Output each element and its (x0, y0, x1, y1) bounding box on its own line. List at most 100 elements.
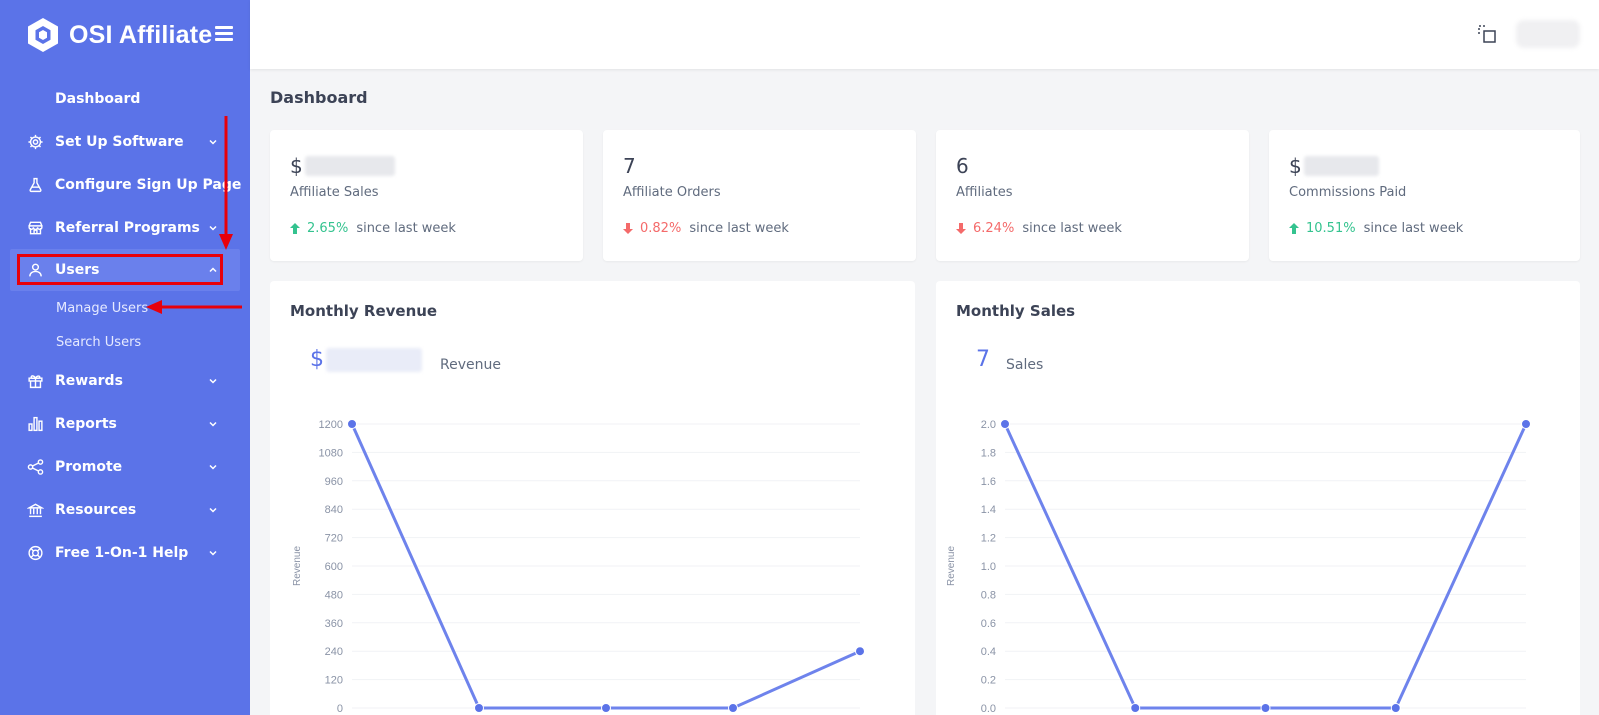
redacted-value (1303, 156, 1379, 176)
sidebar-item-label: Reports (55, 415, 117, 432)
sidebar-subitem-search-users[interactable]: Search Users (0, 325, 250, 359)
chevron-down-icon (209, 464, 217, 470)
data-point[interactable] (347, 419, 357, 429)
sidebar-item-dashboard[interactable]: Dashboard (0, 78, 250, 120)
y-tick-label: 1080 (319, 447, 343, 459)
y-tick-label: 0 (337, 703, 343, 715)
lifebuoy-icon (28, 545, 43, 560)
stat-value: $ (290, 154, 395, 178)
data-point[interactable] (1260, 703, 1271, 713)
data-point[interactable] (1521, 419, 1531, 429)
y-tick-label: 2.0 (981, 419, 996, 431)
trend-suffix: since last week (1363, 221, 1464, 236)
chevron-down-icon (209, 507, 217, 513)
data-point[interactable] (1130, 703, 1141, 713)
sidebar-item-label: Dashboard (55, 91, 141, 107)
trend-percent: 6.24% (973, 221, 1015, 236)
stat-trend: 2.65% since last week (290, 221, 456, 236)
data-point[interactable] (1000, 419, 1010, 429)
bank-icon (27, 503, 44, 517)
y-tick-label: 1.4 (981, 504, 996, 516)
chevron-down-icon (209, 550, 217, 556)
store-icon (28, 221, 43, 234)
sidebar-nav: Dashboard Set Up Software Configure Sign… (0, 78, 250, 574)
flask-icon (29, 177, 42, 192)
sidebar-subitem-label: Manage Users (56, 300, 149, 316)
data-point[interactable] (1390, 703, 1401, 713)
user-icon (29, 263, 42, 277)
y-tick-label: 1.6 (981, 476, 996, 488)
data-point[interactable] (855, 646, 865, 657)
chevron-down-icon (209, 421, 217, 427)
sidebar-item-resources[interactable]: Resources (0, 488, 250, 531)
chart-card-monthly-sales: Monthly Sales 7 Sales 2.0 1.8 1.6 1.4 1.2 1.0… (936, 281, 1580, 715)
stat-card-affiliate-orders: 7 Affiliate Orders 0.82% since last week (603, 130, 916, 261)
arrow-up-icon (290, 223, 300, 234)
trend-percent: 10.51% (1306, 221, 1356, 236)
y-tick-label: 480 (325, 589, 343, 601)
fullscreen-icon[interactable] (1477, 24, 1497, 44)
chart-summary-value: 7 (976, 347, 990, 372)
chart-card-monthly-revenue: Monthly Revenue $ Revenue 1200 1080 960 840… (270, 281, 915, 715)
sidebar-item-label: Set Up Software (55, 133, 184, 150)
annotation-arrow-down-icon (219, 116, 233, 250)
sidebar-item-configure-signup[interactable]: Configure Sign Up Page (0, 163, 250, 206)
annotation-arrow-left-icon (146, 300, 242, 314)
chevron-down-icon (209, 378, 217, 384)
y-tick-label: 960 (325, 476, 343, 488)
data-point[interactable] (474, 703, 484, 713)
y-axis-label: Revenue (292, 546, 303, 586)
y-tick-label: 360 (325, 618, 343, 630)
chevron-up-icon (209, 267, 217, 273)
sidebar-subitem-manage-users[interactable]: Manage Users (0, 291, 250, 325)
stat-label: Commissions Paid (1289, 185, 1407, 200)
gear-icon (28, 134, 43, 149)
arrow-down-icon (623, 223, 633, 234)
trend-suffix: since last week (689, 221, 789, 236)
sidebar-item-reports[interactable]: Reports (0, 402, 250, 445)
sidebar-item-referral-programs[interactable]: Referral Programs (0, 206, 250, 249)
sidebar-item-setup-software[interactable]: Set Up Software (0, 120, 250, 163)
sidebar-item-free-help[interactable]: Free 1-On-1 Help (0, 531, 250, 574)
sidebar-item-label: Configure Sign Up Page (55, 176, 242, 193)
sidebar-item-label: Rewards (55, 372, 123, 389)
y-tick-label: 0.6 (981, 618, 996, 630)
stat-card-affiliates: 6 Affiliates 6.24% since last week (936, 130, 1249, 261)
stat-card-commissions-paid: $ Commissions Paid 10.51% since last wee… (1269, 130, 1580, 261)
y-tick-label: 840 (325, 504, 343, 516)
y-tick-label: 600 (325, 561, 343, 573)
stat-label: Affiliates (956, 185, 1013, 200)
brand[interactable]: OSI Affiliate (24, 14, 212, 56)
sidebar-subitem-label: Search Users (56, 334, 142, 350)
chart-title: Monthly Sales (956, 302, 1076, 320)
user-avatar[interactable] (1516, 20, 1580, 48)
y-tick-label: 1.8 (981, 447, 996, 459)
y-tick-label: 120 (325, 675, 343, 687)
sidebar-item-rewards[interactable]: Rewards (0, 359, 250, 402)
y-tick-label: 1200 (319, 419, 343, 431)
sidebar-item-label: Users (55, 262, 100, 278)
data-point[interactable] (728, 703, 738, 713)
menu-toggle-icon[interactable] (215, 26, 233, 41)
stat-card-affiliate-sales: $ Affiliate Sales 2.65% since last week (270, 130, 583, 261)
arrow-down-icon (956, 223, 966, 234)
y-tick-label: 0.0 (981, 703, 996, 715)
y-tick-label: 240 (325, 646, 343, 658)
chart-summary-label: Revenue (440, 357, 501, 373)
stat-trend: 6.24% since last week (956, 221, 1122, 236)
chevron-down-icon (209, 139, 217, 145)
y-axis-label: Revenue (946, 546, 957, 586)
trend-percent: 2.65% (307, 221, 349, 236)
stat-value: 6 (956, 154, 969, 178)
bar-chart-icon (28, 416, 43, 431)
topbar (250, 0, 1599, 69)
redacted-value (304, 156, 395, 176)
sidebar-item-promote[interactable]: Promote (0, 445, 250, 488)
y-tick-label: 0.8 (981, 589, 996, 601)
sidebar-item-label: Resources (55, 501, 137, 518)
stat-label: Affiliate Orders (623, 185, 721, 200)
data-point[interactable] (601, 703, 611, 713)
y-tick-label: 1.0 (981, 561, 996, 573)
stat-trend: 0.82% since last week (623, 221, 789, 236)
